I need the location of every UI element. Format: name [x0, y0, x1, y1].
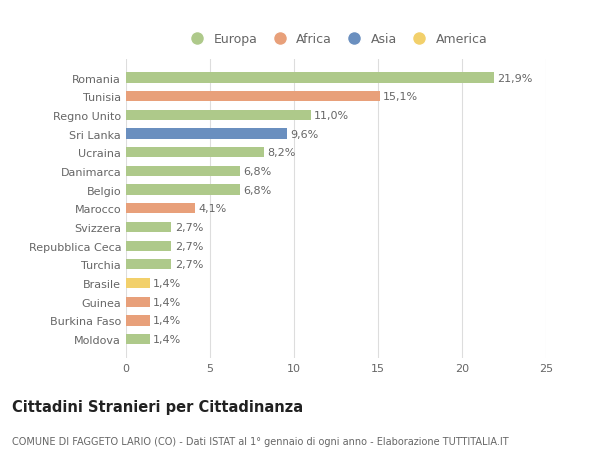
Text: 2,7%: 2,7% [175, 260, 203, 270]
Bar [126, 111, 311, 121]
Text: 1,4%: 1,4% [153, 316, 181, 326]
Text: 1,4%: 1,4% [153, 297, 181, 307]
Bar [126, 167, 240, 177]
Text: 2,7%: 2,7% [175, 241, 203, 251]
Text: 6,8%: 6,8% [244, 167, 272, 177]
Text: 21,9%: 21,9% [497, 73, 533, 84]
Bar [126, 92, 380, 102]
Text: 2,7%: 2,7% [175, 223, 203, 232]
Bar [126, 260, 172, 270]
Bar [126, 73, 494, 84]
Text: Cittadini Stranieri per Cittadinanza: Cittadini Stranieri per Cittadinanza [12, 399, 303, 414]
Bar [126, 129, 287, 140]
Text: 8,2%: 8,2% [267, 148, 295, 158]
Bar [126, 185, 240, 196]
Bar [126, 241, 172, 251]
Text: 15,1%: 15,1% [383, 92, 418, 102]
Bar [126, 316, 149, 326]
Bar [126, 334, 149, 344]
Bar [126, 278, 149, 289]
Bar [126, 297, 149, 307]
Text: 6,8%: 6,8% [244, 185, 272, 195]
Text: 4,1%: 4,1% [198, 204, 226, 214]
Bar [126, 222, 172, 233]
Text: 9,6%: 9,6% [290, 129, 319, 139]
Text: COMUNE DI FAGGETO LARIO (CO) - Dati ISTAT al 1° gennaio di ogni anno - Elaborazi: COMUNE DI FAGGETO LARIO (CO) - Dati ISTA… [12, 436, 509, 446]
Text: 1,4%: 1,4% [153, 334, 181, 344]
Text: 1,4%: 1,4% [153, 279, 181, 288]
Legend: Europa, Africa, Asia, America: Europa, Africa, Asia, America [185, 33, 487, 46]
Bar [126, 204, 195, 214]
Text: 11,0%: 11,0% [314, 111, 349, 121]
Bar [126, 148, 264, 158]
